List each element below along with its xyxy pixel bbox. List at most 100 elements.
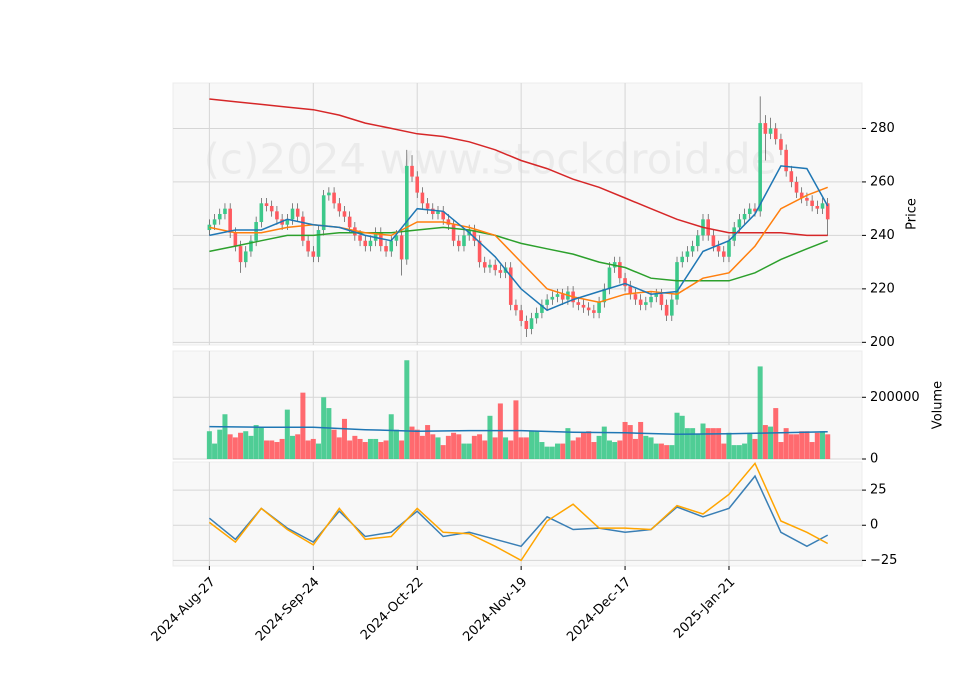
volume-bar [814,432,820,459]
candle-body [721,251,726,257]
volume-bar [357,438,363,459]
volume-bar [305,440,311,459]
candle-body [508,267,513,305]
volume-bar [347,440,353,459]
volume-bar [570,440,576,459]
candle-body [358,235,362,241]
volume-bar [721,443,727,459]
candle-body [269,205,274,212]
volume-bar [482,440,488,459]
volume-bar [529,431,535,459]
candle-body [737,219,742,228]
volume-bar [393,429,399,459]
candle-body [389,240,394,252]
y-tick-label: 200000 [870,390,920,405]
candle-body [441,211,445,220]
volume-bar [253,425,259,459]
candle-body [654,294,659,297]
indicator-line [209,98,828,237]
candle-body [763,123,768,134]
volume-bar [539,442,545,459]
candle-body [633,294,638,300]
candle-body [727,240,731,257]
candle-body [644,302,648,305]
volume-bar [258,426,264,459]
candle-body [753,208,757,212]
y-tick-label: 25 [870,483,887,498]
volume-bar [487,415,493,459]
candle-body [394,235,399,241]
candle-body [301,216,305,241]
candle-body [451,224,456,241]
volume-bar [622,421,628,459]
candle-body [706,219,710,236]
volume-bar [508,440,514,459]
candle-body [628,286,633,295]
volume-bar [575,437,581,459]
candle-body [825,203,830,220]
candle-body [285,219,290,225]
watermark: (c)2024 www.stockdroid.de [204,135,777,184]
candle-body [784,149,788,172]
volume-bar [638,421,644,459]
indicator-line [208,474,829,548]
candle-body [815,205,820,209]
volume-bar [555,443,561,459]
candle-body [789,171,794,182]
candle-body [810,200,814,206]
volume-bar [300,392,306,459]
volume-bar [669,445,675,459]
volume-bar [206,431,212,459]
candle-body [446,219,451,225]
candle-body [779,139,783,150]
candle-body [592,310,596,313]
volume-bar [768,426,774,459]
volume-bar [726,432,732,459]
volume-bar [710,428,716,459]
candle-body [799,192,804,198]
indicator-line [209,226,828,282]
candle-body [363,240,368,247]
volume-bar [684,428,690,459]
volume-bar [716,428,722,459]
y-tick-label: 200 [870,335,895,350]
volume-bar [310,438,316,459]
candle-body [223,208,227,214]
volume-bar [388,414,394,459]
y-tick-label: 240 [870,228,895,243]
volume-bar [477,434,483,459]
volume-bar [809,442,815,459]
volume-bar [399,440,405,459]
volume-bar [503,437,509,459]
candle-body [290,208,295,220]
volume-bar [269,440,275,459]
candle-body [555,294,560,297]
volume-bar [742,443,748,459]
candle-body [482,262,487,268]
volume-bar [700,423,706,459]
x-tick-label: 2025-Jan-21 [671,575,738,642]
volume-bar [586,431,592,459]
volume-bar [461,443,467,459]
y-tick-label: 280 [870,121,895,136]
volume-bar [794,434,800,459]
volume-bar [274,442,280,459]
volume-bar [705,428,711,459]
indicator-line [208,462,829,562]
volume-bar [445,435,451,459]
candle-body [576,302,581,305]
volume-bar [591,442,597,459]
candle-body [618,262,622,279]
volume-bar [227,434,233,459]
volume-bar [383,440,389,459]
panel-background [172,82,863,346]
volume-bar [471,435,477,459]
volume-bar [804,431,810,459]
volume-bar [264,440,270,459]
candle-body [368,240,373,247]
candle-body [493,264,497,271]
volume-bar [783,428,789,459]
volume-bar [284,409,290,459]
y-tick-label: 220 [870,281,895,296]
candle-body [747,208,752,214]
